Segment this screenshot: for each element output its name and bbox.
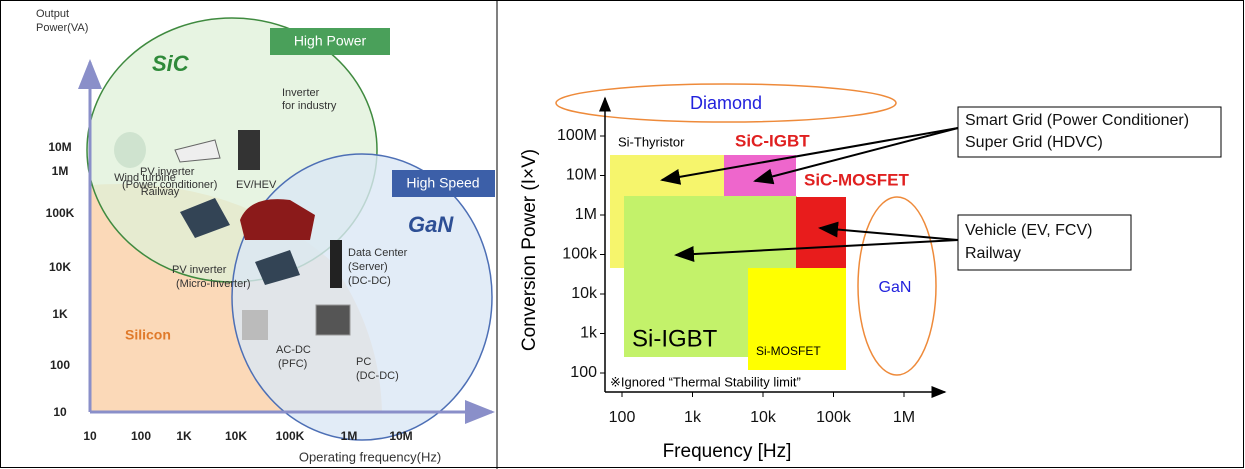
y-tick-label: 1M <box>575 206 597 223</box>
app-label: (DC-DC) <box>348 275 391 287</box>
arrow <box>674 239 959 263</box>
pc-icon <box>315 304 351 336</box>
app-label: for industry <box>282 100 337 112</box>
server-icon <box>330 240 342 288</box>
train-icon <box>174 139 221 163</box>
app-label: (Power conditioner) <box>122 179 217 191</box>
app-label: (PFC) <box>278 358 307 370</box>
callout-text: Vehicle (EV, FCV) <box>965 222 1092 239</box>
right-panel: 100M 10M 1M 100k 10k 1k 100 100 1k 10k 100k 1M Freq… <box>519 83 1222 462</box>
app-label: Data Center <box>348 247 408 259</box>
x-tick-label: 10M <box>389 429 412 443</box>
si-mosfet-region <box>748 268 846 370</box>
callout-box <box>957 214 1132 271</box>
y-tick-label: 100K <box>46 206 75 220</box>
sic-igbt-region <box>724 155 796 196</box>
region-label: Diamond <box>690 93 762 113</box>
region-label: GaN <box>879 279 912 296</box>
y-axis-label: Output <box>36 8 69 20</box>
x-tick-label: 1M <box>893 409 915 426</box>
x-tick-label: 100k <box>816 409 852 426</box>
y-axis-label: Conversion Power (I×V) <box>519 149 540 351</box>
callout-text: Smart Grid (Power Conditioner) <box>965 112 1189 129</box>
high-speed-box <box>392 170 495 197</box>
acdc-icon <box>242 310 268 340</box>
gan-ellipse <box>857 196 937 376</box>
gan-label: GaN <box>408 212 454 237</box>
micro-pv-icon <box>255 250 300 285</box>
y-tick-label: 10M <box>48 140 71 154</box>
high-power-box <box>270 28 390 55</box>
region-label: Si-MOSFET <box>756 344 821 358</box>
wind-icon <box>114 132 146 168</box>
car-icon <box>240 199 315 240</box>
x-tick-label: 100K <box>276 429 305 443</box>
left-panel: Output Power(VA) Operating frequency(Hz)… <box>36 8 495 464</box>
y-tick-label: 1K <box>52 307 68 321</box>
y-tick-label: 100 <box>570 364 597 381</box>
arrow <box>660 127 959 185</box>
x-tick-label: 10k <box>750 409 777 426</box>
y-tick-label: 100 <box>50 358 70 372</box>
x-axis-label: Frequency [Hz] <box>663 441 792 462</box>
x-tick-label: 1K <box>176 429 192 443</box>
y-tick-label: 10K <box>49 260 71 274</box>
callout-text: Railway <box>965 245 1021 262</box>
region-label: SiC-MOSFET <box>804 170 909 189</box>
app-label: PV inverter <box>140 166 195 178</box>
app-label: Wind turbine <box>114 172 176 184</box>
y-tick-label: 100k <box>562 246 598 263</box>
y-tick-label: 10 <box>53 405 67 419</box>
app-label: Railway <box>141 186 180 198</box>
sic-label: SiC <box>152 51 190 76</box>
x-tick-label: 1k <box>684 409 702 426</box>
y-tick-label: 100M <box>557 127 597 144</box>
y-tick-label: 1k <box>580 325 598 342</box>
x-tick-label: 10 <box>83 429 97 443</box>
arrow <box>818 221 959 241</box>
region-label: Si-IGBT <box>632 325 718 352</box>
x-tick-label: 1M <box>341 429 358 443</box>
x-axis-label: Operating frequency(Hz) <box>299 449 441 464</box>
callout-text: Super Grid (HDVC) <box>965 134 1103 151</box>
sic-mosfet-region <box>796 197 846 268</box>
inverter-icon <box>238 130 260 170</box>
app-label: Inverter <box>282 87 320 99</box>
note: ※Ignored “Thermal Stability limit” <box>610 374 801 389</box>
y-tick-label: 1M <box>52 164 69 178</box>
diamond-ellipse <box>555 83 897 123</box>
high-speed-label: High Speed <box>406 175 479 191</box>
y-tick-label: 10M <box>566 167 597 184</box>
high-power-label: High Power <box>294 33 367 49</box>
silicon-label: Silicon <box>125 327 171 343</box>
y-axis-label: Power(VA) <box>36 22 88 34</box>
region-label: Si-Thyristor <box>618 134 685 149</box>
app-label: (Micro-inverter) <box>176 278 251 290</box>
x-tick-label: 100 <box>609 409 636 426</box>
app-label: PV inverter <box>172 264 227 276</box>
x-tick-label: 10K <box>225 429 247 443</box>
app-label: EV/HEV <box>236 179 277 191</box>
app-label: (Server) <box>348 261 388 273</box>
app-label: PC <box>356 356 371 368</box>
app-label: AC-DC <box>276 344 311 356</box>
callout-box <box>957 106 1222 158</box>
pv-icon <box>180 198 230 238</box>
app-label: (DC-DC) <box>356 370 399 382</box>
arrow <box>753 127 959 185</box>
region-label: SiC-IGBT <box>735 131 810 150</box>
y-tick-label: 10k <box>571 285 598 302</box>
x-tick-label: 100 <box>131 429 151 443</box>
